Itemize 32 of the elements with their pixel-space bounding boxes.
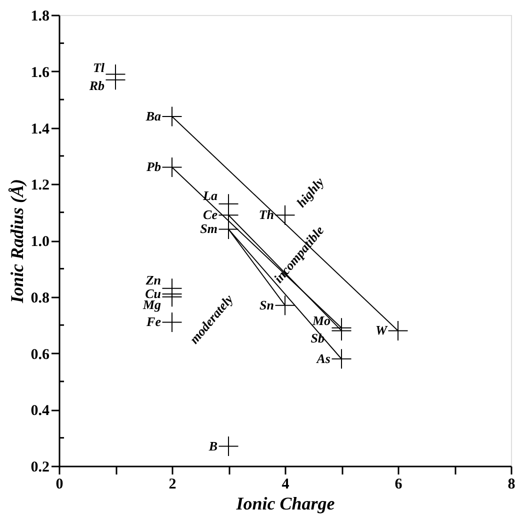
- y-tick-label: 0.2: [30, 460, 50, 476]
- series-label: B: [208, 438, 218, 454]
- series-label: La: [202, 188, 218, 203]
- y-tick-label: 0.8: [30, 290, 50, 306]
- series-label: As: [316, 350, 330, 366]
- y-axis-title: Ionic Radius (Å): [6, 178, 27, 304]
- y-tick-label: 1.2: [30, 178, 50, 194]
- series-label: Cu: [145, 286, 161, 302]
- x-tick-label: 2: [168, 476, 176, 492]
- series-label: Ce: [203, 207, 218, 222]
- x-tick-label: 6: [394, 476, 403, 492]
- series-label: Ba: [144, 108, 162, 124]
- series-label: Zn: [144, 272, 161, 288]
- series-label: W: [375, 322, 388, 338]
- y-tick-label: 1.0: [30, 234, 50, 250]
- y-tick-label: 0.6: [30, 346, 50, 363]
- x-tick-label: 0: [56, 476, 64, 492]
- series-label: Rb: [88, 78, 105, 93]
- x-tick-label: 4: [282, 476, 290, 492]
- y-tick-label: 1.4: [30, 121, 50, 138]
- series-label: Th: [258, 207, 274, 222]
- x-tick-label: 8: [508, 476, 516, 492]
- y-tick-label: 1.6: [30, 64, 50, 81]
- y-tick-label: 1.8: [30, 8, 50, 24]
- series-label: Tl: [92, 60, 105, 76]
- series-label: Sn: [260, 297, 274, 312]
- y-tick-label: 0.4: [30, 403, 50, 420]
- series-label: Fe: [146, 314, 162, 330]
- series-label: Sm: [200, 221, 218, 236]
- series-label: Pb: [146, 159, 162, 174]
- x-axis-title: Ionic Charge: [235, 494, 335, 514]
- series-label: Mo: [311, 312, 331, 328]
